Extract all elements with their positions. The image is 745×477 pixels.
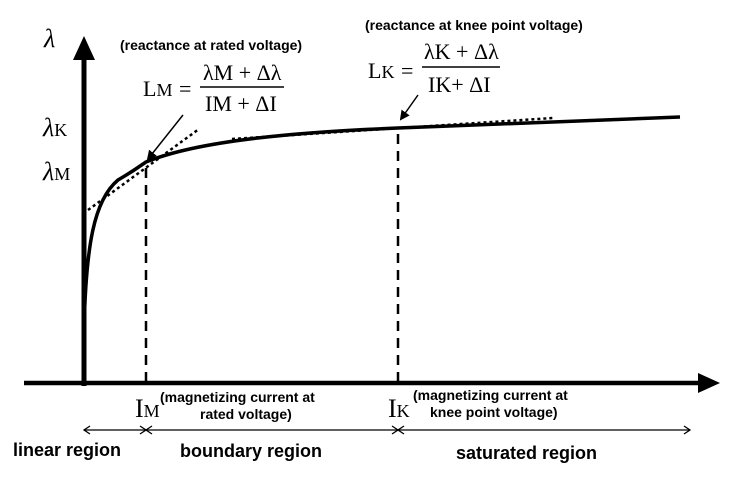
- knee-pointer-arrow: [399, 94, 419, 121]
- rated-formula-numerator: λM + Δλ: [203, 60, 282, 85]
- knee-formula-numerator: λK + Δλ: [424, 39, 499, 64]
- y-axis-label: λ: [43, 24, 55, 53]
- rated-formula-denominator: IM + ΔI: [205, 91, 277, 116]
- rated-formula-lhs: LM: [143, 76, 172, 101]
- rated-reactance-formula: LM = λM + Δλ IM + ΔI: [143, 60, 284, 116]
- knee-formula-equals: =: [401, 58, 413, 83]
- y-tick-rated: λM: [42, 157, 70, 186]
- saturated-span-head-left: [396, 425, 405, 435]
- rated-current-note: (magnetizing current at: [160, 389, 315, 405]
- tangent-line-rated: [87, 127, 200, 212]
- knee-current-note: (magnetizing current at: [413, 387, 568, 403]
- boundary-span-head-left: [144, 425, 153, 435]
- linear-region-label: linear region: [13, 440, 121, 460]
- rated-current-note-line2: rated voltage): [200, 406, 292, 422]
- knee-reactance-formula: LK = λK + Δλ IK+ ΔI: [368, 39, 500, 97]
- x-tick-knee: IK: [388, 394, 410, 423]
- y-tick-knee: λK: [42, 113, 67, 142]
- magnetization-curve: [82, 115, 681, 331]
- knee-reactance-note: (reactance at knee point voltage): [365, 17, 583, 33]
- boundary-region-label: boundary region: [180, 441, 322, 461]
- rated-formula-equals: =: [179, 76, 191, 101]
- saturated-region-label: saturated region: [456, 443, 597, 463]
- knee-current-note-line2: knee point voltage): [430, 404, 558, 420]
- x-axis-arrowhead: [698, 373, 720, 393]
- region-span-arrows: [82, 425, 692, 435]
- rated-reactance-note: (reactance at rated voltage): [120, 37, 302, 53]
- linear-span-head-left: [82, 425, 91, 435]
- saturated-span-head-right: [683, 425, 692, 435]
- x-tick-rated: IM: [135, 394, 160, 423]
- knee-formula-lhs: LK: [368, 58, 394, 83]
- knee-formula-denominator: IK+ ΔI: [428, 72, 491, 97]
- rated-pointer-arrow: [146, 114, 184, 161]
- y-axis-arrowhead: [73, 36, 95, 60]
